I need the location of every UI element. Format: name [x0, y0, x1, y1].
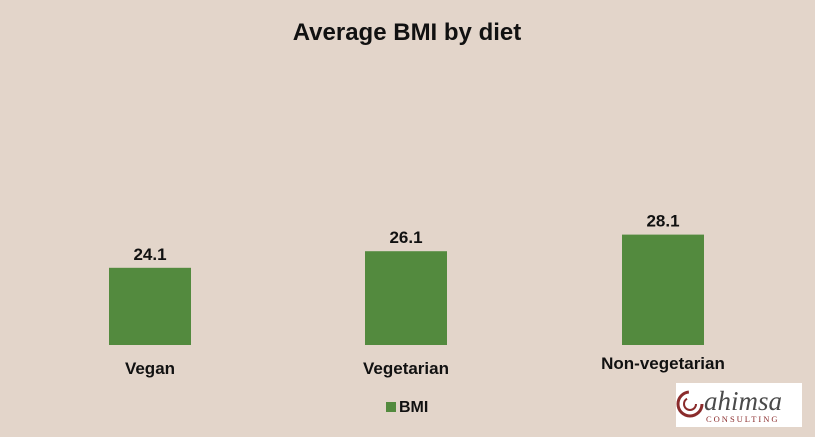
chart-title: Average BMI by diet [293, 19, 522, 46]
legend-swatch-bmi [386, 402, 396, 412]
logo-swirl-inner-icon [683, 397, 697, 411]
category-label-non-vegetarian: Non-vegetarian [601, 354, 725, 373]
category-label-vegetarian: Vegetarian [363, 359, 449, 378]
ahimsa-logo: ahimsa CONSULTING [676, 383, 802, 427]
legend: BMI [386, 399, 428, 416]
data-label-vegetarian: 26.1 [389, 228, 422, 247]
logo-word: ahimsa [704, 386, 782, 416]
logo-background [676, 383, 802, 427]
logo-subtitle: CONSULTING [706, 414, 780, 424]
bar-vegetarian [365, 251, 447, 345]
plot-area: 24.1 Vegan 26.1 Vegetarian 28.1 Non-vegetaria… [109, 212, 725, 378]
data-label-non-vegetarian: 28.1 [646, 212, 679, 231]
legend-label-bmi: BMI [399, 399, 428, 416]
category-label-vegan: Vegan [125, 359, 175, 378]
bar-vegan [109, 267, 191, 345]
data-label-vegan: 24.1 [133, 245, 166, 264]
bar-non-vegetarian [622, 234, 704, 345]
logo-swirl-icon [676, 390, 704, 418]
